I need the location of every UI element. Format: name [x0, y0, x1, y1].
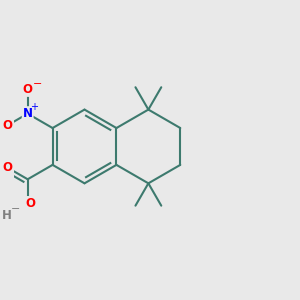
Text: O: O [23, 83, 33, 96]
Text: O: O [2, 119, 12, 132]
Text: O: O [26, 197, 35, 210]
Text: −: − [11, 204, 20, 214]
Text: N: N [23, 107, 33, 120]
Text: H: H [2, 209, 11, 223]
Text: +: + [30, 102, 38, 112]
Text: −: − [33, 79, 42, 89]
Text: O: O [2, 161, 12, 174]
